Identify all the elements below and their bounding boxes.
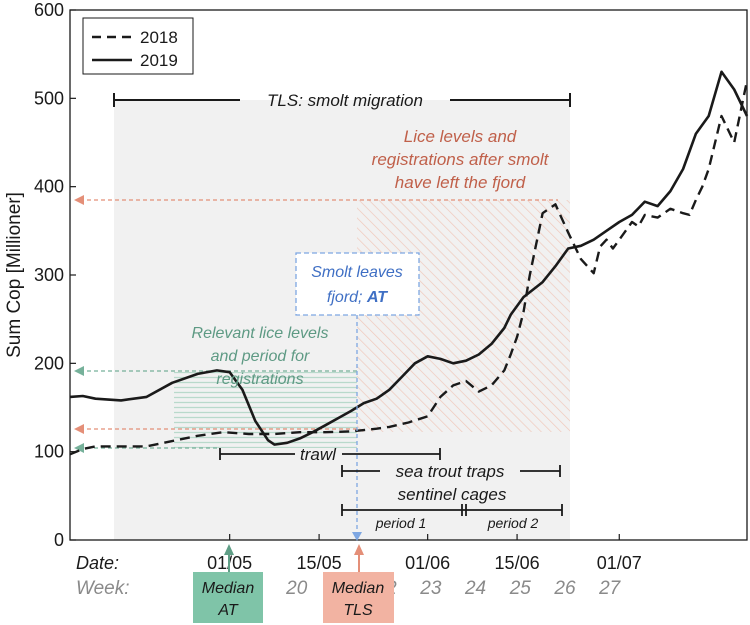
y-axis-label: Sum Cop [Millioner] [4, 192, 25, 358]
date-tick-label: 01/07 [597, 553, 642, 573]
date-tick-label: 01/06 [405, 553, 450, 573]
trawl-label: trawl [300, 445, 337, 464]
lice-after-line-3: have left the fjord [395, 173, 526, 192]
sentinel-label: sentinel cages [398, 485, 507, 504]
median-at-line-2: AT [217, 602, 238, 619]
lice-after-annotation: Lice levels and registrations after smol… [372, 127, 550, 192]
week-tick-label: 24 [464, 578, 486, 599]
week-tick-label: 20 [285, 578, 308, 599]
lice-after-line-1: Lice levels and [404, 127, 517, 146]
y-tick-label: 600 [34, 0, 64, 20]
smolt-leaves-annotation: Smolt leaves fjord; AT [295, 252, 420, 541]
arrow-head-red-lower [74, 424, 84, 434]
lice-after-line-2: registrations after smolt [372, 150, 550, 169]
y-tick-label: 500 [34, 88, 64, 108]
smolt-leaves-line-1: Smolt leaves [311, 264, 403, 281]
legend-box [82, 17, 194, 75]
y-tick-label: 100 [34, 442, 64, 462]
legend-label-2019: 2019 [140, 51, 178, 70]
relevant-annotation: Relevant lice levels and period for regi… [192, 325, 329, 388]
median-tls-line-2: TLS [343, 602, 373, 619]
period-1-label: period 1 [375, 515, 427, 531]
sea-trout-label: sea trout traps [396, 462, 505, 481]
week-tick-label: 27 [598, 578, 622, 599]
series-line-2019 [69, 70, 749, 446]
smolt-leaves-arrow-head [352, 532, 362, 541]
y-tick-label: 300 [34, 265, 64, 285]
legend: 2018 2019 [82, 17, 194, 75]
smolt-leaves-fjord: fjord; [327, 289, 367, 306]
median-at-line-1: Median [202, 580, 255, 597]
date-tick-label: 15/06 [495, 553, 540, 573]
median-at-marker: Median AT [193, 544, 263, 623]
week-tick-label: 26 [553, 578, 576, 599]
smolt-leaves-at: AT [366, 289, 388, 306]
median-at-box [193, 572, 263, 623]
sentinel-bracket: sentinel cages period 1 period 2 [341, 485, 563, 531]
median-tls-line-1: Median [332, 580, 385, 597]
arrow-head-red-upper [74, 195, 84, 205]
relevant-line-1: Relevant lice levels [192, 325, 329, 342]
tls-bracket: TLS: smolt migration [113, 91, 571, 110]
week-tick-label: 23 [419, 578, 442, 599]
sea-trout-bracket: sea trout traps [341, 462, 561, 481]
y-tick-label: 200 [34, 353, 64, 373]
trawl-bracket: trawl [219, 445, 441, 464]
week-tick-label: 25 [509, 578, 532, 599]
arrow-head-green-upper [74, 366, 84, 376]
median-tls-box [323, 572, 394, 623]
smolt-leaves-box [295, 252, 420, 316]
legend-label-2018: 2018 [140, 28, 178, 47]
week-row-label: Week: [76, 578, 130, 599]
relevant-line-3: registrations [216, 371, 303, 388]
period-2-label: period 2 [487, 515, 539, 531]
tls-label: TLS: smolt migration [267, 91, 423, 110]
relevant-line-2: and period for [211, 348, 310, 365]
series-layer [69, 70, 749, 456]
reference-lines [74, 195, 558, 453]
median-tls-marker: Median TLS [323, 544, 394, 623]
smolt-leaves-line-2: fjord; AT [327, 289, 388, 306]
y-tick-label: 0 [54, 530, 64, 550]
y-tick-label: 400 [34, 177, 64, 197]
date-row-label: Date: [76, 553, 119, 573]
date-tick-label: 15/05 [297, 553, 342, 573]
median-at-arrow-head [224, 544, 234, 555]
median-tls-arrow-head [354, 544, 364, 555]
arrow-head-green-lower [74, 443, 84, 453]
lice-after-region [357, 200, 570, 432]
y-axis: 0 100 200 300 400 500 600 [34, 0, 76, 550]
series-line-2018 [69, 80, 749, 456]
